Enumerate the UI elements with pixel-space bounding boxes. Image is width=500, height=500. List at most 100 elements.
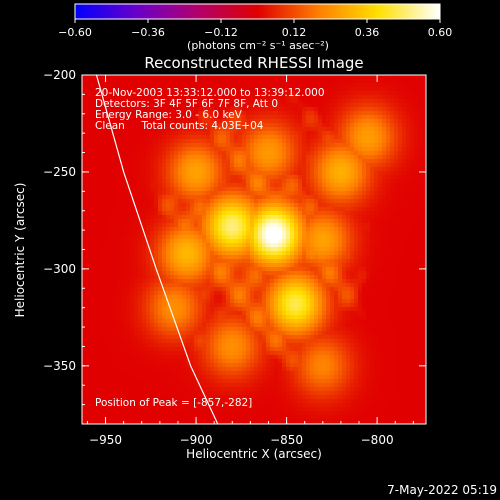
heatmap-cell (270, 271, 274, 275)
heatmap-cell (314, 87, 318, 91)
heatmap-cell (214, 155, 218, 159)
heatmap-cell (110, 287, 114, 291)
heatmap-cell (186, 271, 190, 275)
heatmap-cell (130, 155, 134, 159)
heatmap-cell (278, 147, 282, 151)
heatmap-cell (82, 179, 86, 183)
heatmap-cell (222, 115, 226, 119)
heatmap-cell (146, 195, 150, 199)
heatmap-cell (182, 267, 186, 271)
heatmap-cell (114, 219, 118, 223)
heatmap-cell (170, 143, 174, 147)
heatmap-cell (134, 247, 138, 251)
heatmap-cell (390, 239, 394, 243)
heatmap-cell (398, 99, 402, 103)
heatmap-cell (150, 259, 154, 263)
heatmap-cell (226, 295, 230, 299)
heatmap-cell (378, 155, 382, 159)
heatmap-cell (298, 123, 302, 127)
heatmap-cell (350, 283, 354, 287)
heatmap-cell (334, 247, 338, 251)
heatmap-cell (358, 151, 362, 155)
heatmap-cell (118, 251, 122, 255)
heatmap-cell (114, 99, 118, 103)
heatmap-cell (226, 283, 230, 287)
heatmap-cell (342, 259, 346, 263)
heatmap-cell (138, 127, 142, 131)
heatmap-cell (214, 163, 218, 167)
heatmap-cell (242, 135, 246, 139)
heatmap-cell (266, 199, 270, 203)
heatmap-cell (406, 179, 410, 183)
heatmap-cell (302, 79, 306, 83)
heatmap-cell (146, 135, 150, 139)
heatmap-cell (134, 303, 138, 307)
heatmap-cell (194, 291, 198, 295)
heatmap-cell (382, 187, 386, 191)
heatmap-cell (398, 119, 402, 123)
heatmap-cell (278, 167, 282, 171)
heatmap-cell (402, 219, 406, 223)
heatmap-cell (302, 159, 306, 163)
heatmap-cell (194, 111, 198, 115)
heatmap-cell (174, 255, 178, 259)
heatmap-cell (314, 223, 318, 227)
heatmap-cell (406, 127, 410, 131)
heatmap-cell (222, 143, 226, 147)
heatmap-cell (150, 267, 154, 271)
heatmap-cell (158, 107, 162, 111)
heatmap-cell (378, 95, 382, 99)
heatmap-cell (286, 243, 290, 247)
heatmap-cell (418, 235, 422, 239)
heatmap-cell (338, 187, 342, 191)
heatmap-cell (290, 83, 294, 87)
heatmap-cell (170, 283, 174, 287)
heatmap-cell (82, 259, 86, 263)
heatmap-cell (222, 303, 226, 307)
heatmap-cell (146, 199, 150, 203)
heatmap-cell (178, 243, 182, 247)
heatmap-cell (98, 107, 102, 111)
heatmap-cell (258, 183, 262, 187)
heatmap-cell (186, 211, 190, 215)
heatmap-cell (102, 247, 106, 251)
heatmap-cell (398, 275, 402, 279)
heatmap-cell (314, 303, 318, 307)
heatmap-cell (334, 239, 338, 243)
heatmap-cell (194, 175, 198, 179)
heatmap-cell (354, 211, 358, 215)
heatmap-cell (254, 267, 258, 271)
heatmap-cell (418, 159, 422, 163)
heatmap-cell (418, 219, 422, 223)
heatmap-cell (362, 79, 366, 83)
heatmap-cell (362, 183, 366, 187)
heatmap-cell (358, 227, 362, 231)
heatmap-cell (122, 295, 126, 299)
heatmap-cell (102, 227, 106, 231)
heatmap-cell (86, 75, 90, 79)
heatmap-cell (142, 243, 146, 247)
heatmap-cell (266, 283, 270, 287)
heatmap-cell (250, 291, 254, 295)
heatmap-cell (166, 175, 170, 179)
heatmap-cell (98, 279, 102, 283)
heatmap-cell (146, 87, 150, 91)
heatmap-cell (218, 195, 222, 199)
heatmap-cell (238, 111, 242, 115)
heatmap-cell (414, 231, 418, 235)
heatmap-cell (342, 175, 346, 179)
heatmap-cell (346, 83, 350, 87)
heatmap-cell (286, 147, 290, 151)
heatmap-cell (298, 299, 302, 303)
heatmap-cell (410, 119, 414, 123)
heatmap-cell (306, 239, 310, 243)
heatmap-cell (198, 103, 202, 107)
heatmap-cell (346, 259, 350, 263)
heatmap-cell (302, 247, 306, 251)
heatmap-cell (194, 115, 198, 119)
heatmap-cell (258, 135, 262, 139)
heatmap-cell (366, 295, 370, 299)
heatmap-cell (414, 147, 418, 151)
heatmap-cell (98, 103, 102, 107)
heatmap-cell (222, 95, 226, 99)
